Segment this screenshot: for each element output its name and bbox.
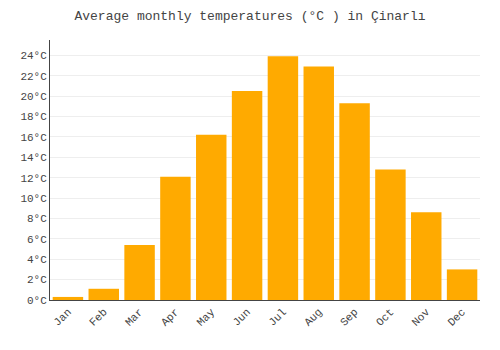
- svg-text:Apr: Apr: [159, 306, 181, 328]
- svg-text:Jun: Jun: [231, 306, 253, 328]
- svg-text:4°C: 4°C: [27, 254, 47, 266]
- svg-text:2°C: 2°C: [27, 274, 47, 286]
- svg-text:Feb: Feb: [87, 306, 109, 328]
- svg-text:20°C: 20°C: [20, 91, 47, 103]
- svg-text:May: May: [195, 306, 218, 329]
- svg-text:18°C: 18°C: [20, 111, 47, 123]
- svg-text:Sep: Sep: [338, 306, 360, 328]
- svg-text:16°C: 16°C: [20, 132, 47, 144]
- svg-text:Aug: Aug: [302, 306, 324, 328]
- svg-text:Nov: Nov: [410, 306, 433, 329]
- svg-text:10°C: 10°C: [20, 193, 47, 205]
- svg-text:6°C: 6°C: [27, 234, 47, 246]
- svg-text:14°C: 14°C: [20, 152, 47, 164]
- svg-text:22°C: 22°C: [20, 71, 47, 83]
- svg-text:0°C: 0°C: [27, 295, 47, 307]
- svg-text:Mar: Mar: [123, 306, 145, 328]
- svg-text:Jul: Jul: [266, 306, 288, 328]
- svg-text:Average monthly temperatures (: Average monthly temperatures (°C ) in Çi…: [74, 9, 425, 24]
- svg-text:Jan: Jan: [51, 306, 73, 328]
- svg-text:24°C: 24°C: [20, 50, 47, 62]
- svg-text:Oct: Oct: [374, 306, 396, 328]
- svg-text:8°C: 8°C: [27, 213, 47, 225]
- svg-text:Dec: Dec: [446, 306, 468, 328]
- svg-text:12°C: 12°C: [20, 173, 47, 185]
